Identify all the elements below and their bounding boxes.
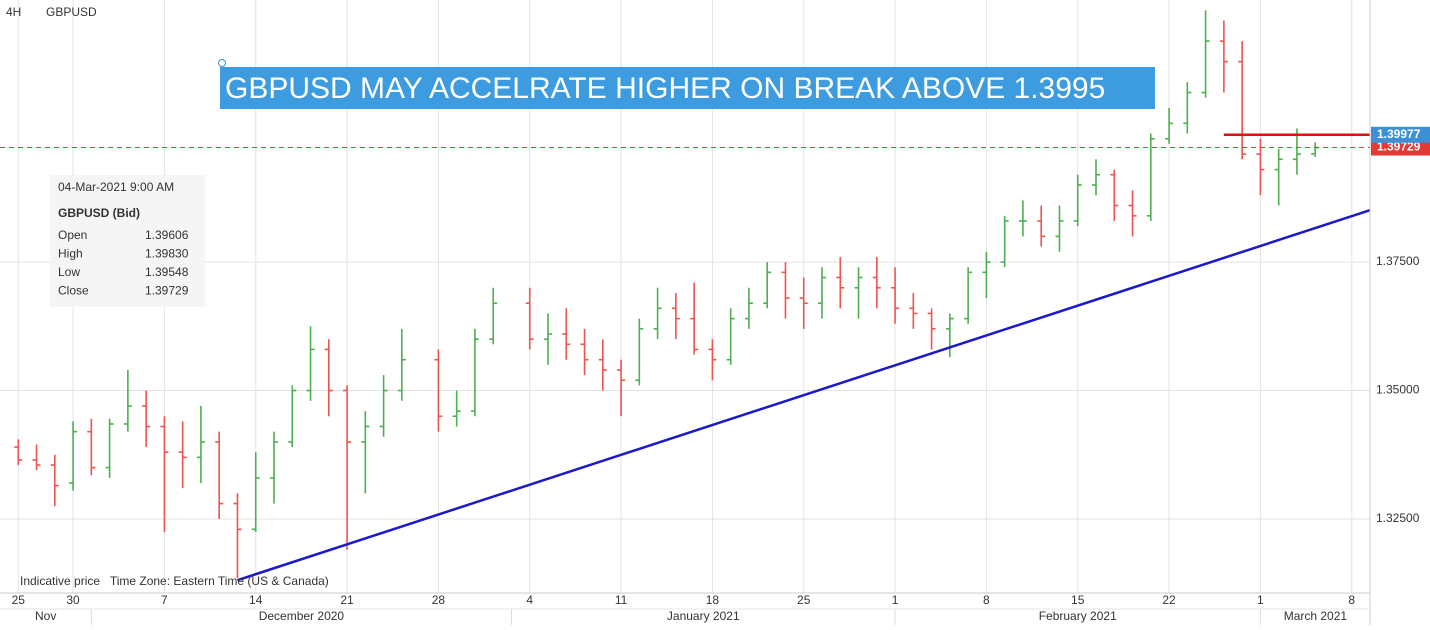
title-box (220, 67, 1155, 109)
x-tick-label: 14 (249, 593, 263, 607)
x-tick-label: 1 (892, 593, 899, 607)
x-tick-label: 30 (66, 593, 80, 607)
tooltip-field: Open (58, 228, 87, 242)
x-tick-label: 22 (1162, 593, 1176, 607)
tooltip-field: Close (58, 284, 89, 298)
month-label: February 2021 (1039, 609, 1117, 623)
tooltip-value: 1.39830 (145, 247, 189, 261)
x-tick-label: 8 (983, 593, 990, 607)
y-tick-label: 1.35000 (1376, 383, 1420, 397)
tooltip: 04-Mar-2021 9:00 AM GBPUSD (Bid) Open 1.3… (50, 175, 205, 307)
timeframe: 4H (6, 5, 21, 19)
x-tick-label: 15 (1071, 593, 1085, 607)
tooltip-value: 1.39606 (145, 228, 189, 242)
resistance-badge (1371, 126, 1430, 143)
symbol: GBPUSD (46, 5, 97, 19)
last-price-badge (1371, 139, 1430, 156)
tooltip-instrument: GBPUSD (Bid) (58, 206, 140, 220)
x-tick-label: 7 (161, 593, 168, 607)
x-tick-label: 25 (12, 593, 26, 607)
month-label: January 2021 (667, 609, 740, 623)
y-tick-label: 1.32500 (1376, 511, 1420, 525)
footer: Indicative price Time Zone: Eastern Time… (20, 574, 329, 588)
trendline (237, 208, 1370, 582)
month-label: December 2020 (259, 609, 345, 623)
resistance-label: 1.39977 (1377, 127, 1421, 141)
tooltip-value: 1.39548 (145, 265, 189, 279)
tooltip-rows: Open 1.39606 High 1.39830 Low 1.39548 Close 1.3… (58, 228, 189, 298)
x-tick-label: 1 (1257, 593, 1264, 607)
tooltip-box (50, 175, 205, 307)
x-tick-label: 11 (615, 593, 628, 607)
title-handle (218, 59, 226, 67)
chart-title: GBPUSD MAY ACCELRATE HIGHER ON BREAK ABO… (225, 72, 1105, 105)
month-label: Nov (35, 609, 56, 623)
plot-area (0, 10, 1370, 582)
last-price-label: 1.39729 (1377, 140, 1421, 154)
tooltip-field: Low (58, 265, 80, 279)
tooltip-value: 1.39729 (145, 284, 189, 298)
month-label: March 2021 (1284, 609, 1348, 623)
x-tick-label: 18 (706, 593, 720, 607)
tooltip-field: High (58, 247, 83, 261)
tooltip-time: 04-Mar-2021 9:00 AM (58, 180, 174, 194)
x-tick-label: 25 (797, 593, 811, 607)
x-tick-label: 8 (1348, 593, 1355, 607)
x-tick-label: 4 (526, 593, 533, 607)
y-tick-label: 1.37500 (1376, 254, 1420, 268)
x-tick-label: 28 (432, 593, 446, 607)
x-tick-label: 21 (340, 593, 354, 607)
